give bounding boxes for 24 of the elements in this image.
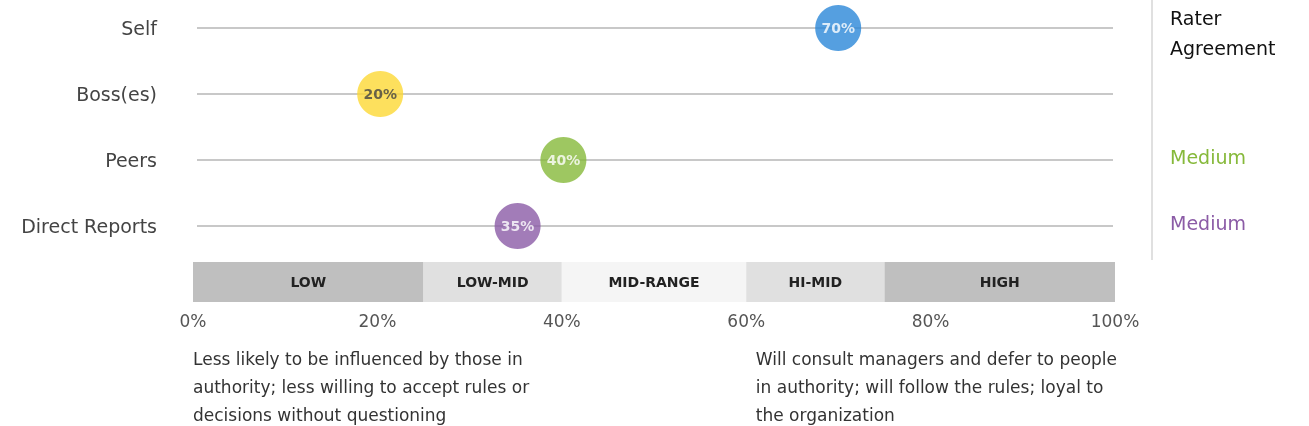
data-label: 40%	[546, 152, 581, 168]
data-label: 70%	[821, 20, 855, 36]
x-tick-label: 20%	[358, 310, 397, 331]
text: Will consult managers and defer to people in authority; will follow the rules; loyal to the organization	[755, 349, 1118, 425]
x-tick-label: 60%	[727, 310, 766, 331]
data-label: 35%	[500, 218, 535, 234]
text: Medium	[1170, 211, 1246, 234]
y-tick-label: Boss(es)	[76, 83, 157, 105]
x-tick-label: 40%	[542, 310, 581, 331]
y-tick-label: Self	[121, 17, 159, 39]
data-label: 20%	[363, 86, 397, 102]
text: Rater Agreement	[1170, 7, 1276, 59]
band-label: HIGH	[979, 274, 1020, 290]
x-tick-label: 80%	[911, 310, 950, 331]
band-label: MID-RANGE	[608, 274, 700, 290]
band-label: LOW-MID	[456, 274, 529, 290]
text: Less likely to be influenced by those in authority; less willing to accept rules or decisions without questioning	[193, 349, 530, 425]
y-tick-label: Direct Reports	[21, 215, 157, 237]
band-label: LOW	[290, 274, 327, 290]
x-tick-label: 0%	[179, 310, 207, 331]
text: Medium	[1170, 145, 1246, 168]
x-tick-label: 100%	[1090, 310, 1140, 331]
band-label: HI-MID	[788, 274, 843, 290]
y-tick-label: Peers	[105, 149, 157, 171]
